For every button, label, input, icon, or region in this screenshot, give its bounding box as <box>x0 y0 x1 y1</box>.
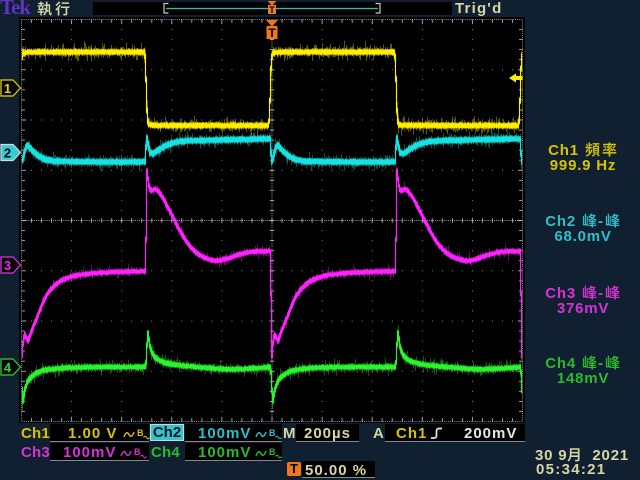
ch2-coupling-icon <box>255 427 268 445</box>
measurement-name: - <box>581 213 621 230</box>
measurement-value: 148mV <box>556 369 610 387</box>
channel-ground-markers: 1 2 3 4 <box>0 79 22 376</box>
ch4-scale-value: 100mV <box>198 444 252 461</box>
ch2-bandwidth-icon: B <box>269 427 282 445</box>
svg-text:3: 3 <box>4 258 11 273</box>
cjk-glyph <box>585 142 600 157</box>
ch3-readout-label[interactable]: Ch3 <box>21 444 50 461</box>
trigger-mode-label: A <box>373 425 385 442</box>
trigger-status: Trig'd <box>455 0 503 17</box>
ch4-coupling-icon <box>255 446 268 464</box>
ch3-ground-marker[interactable]: 3 <box>0 256 22 274</box>
ch3-coupling-icon <box>120 446 133 464</box>
ch1-scale-value: 1.00 V <box>68 425 118 442</box>
trigger-level-arrow[interactable] <box>509 73 523 83</box>
measurement-ch4-peak-to-peak: Ch4 - 148mV <box>527 355 639 386</box>
cjk-glyph <box>582 213 597 228</box>
timebase-box: 200µs <box>296 424 359 442</box>
cjk-glyph <box>605 355 620 370</box>
ch3-scale-value: 100mV <box>63 444 117 461</box>
measurement-label: Ch3 - <box>527 285 639 301</box>
measurement-ch2-peak-to-peak: Ch2 - 68.0mV <box>527 213 639 244</box>
measurement-label: Ch1 <box>527 142 639 158</box>
tek-logo: Tek <box>0 0 31 19</box>
measurement-source: Ch1 <box>548 141 579 159</box>
ch1-ground-marker[interactable]: 1 <box>0 79 22 97</box>
measurement-ch1-frequency: Ch1 999.9 Hz <box>527 142 639 173</box>
timebase-label: M <box>283 425 297 442</box>
trigger-position-icon: T <box>287 462 301 476</box>
svg-text:B: B <box>269 447 276 457</box>
measurement-value: 999.9 Hz <box>549 156 617 174</box>
trace-ch2 <box>21 135 523 165</box>
measurement-label: Ch2 - <box>527 213 639 229</box>
ch4-ground-marker[interactable]: 4 <box>0 358 22 376</box>
ch4-bandwidth-icon: B <box>269 446 282 464</box>
trigger-position-box: 50.00 % <box>302 461 375 478</box>
trace-ch4 <box>21 330 523 404</box>
waveform-traces <box>21 40 523 411</box>
svg-text:B: B <box>134 447 141 457</box>
svg-text:T: T <box>268 26 276 40</box>
ch2-scale-value: 100mV <box>198 425 252 442</box>
trigger-position-value: 50.00 % <box>305 462 368 479</box>
cjk-glyph <box>55 1 70 16</box>
measurement-name <box>584 142 618 159</box>
cjk-glyph <box>582 285 597 300</box>
cjk-glyph <box>567 448 580 462</box>
cjk-glyph <box>602 142 617 157</box>
measurement-value: 68.0mV <box>554 227 612 245</box>
ch3-scale-box: 100mV B <box>50 443 149 461</box>
trigger-level-value: 200mV <box>464 425 518 442</box>
ch2-scale-box: 100mV B <box>185 424 282 442</box>
date-display: 30 9 2021 <box>535 446 629 464</box>
timebase-value: 200µs <box>304 425 352 442</box>
acquisition-status <box>36 1 72 17</box>
measurement-name: - <box>581 355 621 372</box>
ch1-coupling-icon <box>123 427 136 445</box>
svg-text:4: 4 <box>4 360 12 375</box>
ch1-readout-label[interactable]: Ch1 <box>21 425 50 442</box>
ch2-ground-marker[interactable]: 2 <box>0 143 22 162</box>
svg-text:2: 2 <box>4 146 11 161</box>
time-display: 05:34:21 <box>536 461 607 478</box>
measurement-source: Ch3 <box>545 284 576 302</box>
trigger-position-marker[interactable]: T <box>266 20 278 40</box>
trigger-source: Ch1 <box>396 425 428 442</box>
measurement-source: Ch4 <box>545 354 576 372</box>
svg-text:1: 1 <box>4 81 11 96</box>
rising-edge-icon <box>429 426 445 445</box>
cjk-glyph <box>605 285 620 300</box>
measurement-ch3-peak-to-peak: Ch3 - 376mV <box>527 285 639 316</box>
measurement-source: Ch2 <box>545 212 576 230</box>
cjk-glyph <box>582 355 597 370</box>
record-view-contents: T <box>163 1 381 15</box>
svg-text:T: T <box>269 5 275 15</box>
ch3-bandwidth-icon: B <box>134 446 147 464</box>
measurement-value: 376mV <box>556 299 610 317</box>
ch1-bandwidth-icon: B <box>137 427 150 445</box>
ch4-readout-label[interactable]: Ch4 <box>151 444 180 461</box>
cjk-glyph <box>37 1 52 16</box>
svg-text:B: B <box>137 428 144 438</box>
ch2-readout-label[interactable]: Ch2 <box>150 424 184 441</box>
cjk-glyph <box>605 213 620 228</box>
measurement-name: - <box>581 285 621 302</box>
ch4-scale-box: 100mV B <box>185 443 282 461</box>
svg-text:B: B <box>269 428 276 438</box>
ch1-scale-box: 1.00 V B <box>50 424 150 445</box>
trace-ch3 <box>21 169 523 359</box>
measurement-label: Ch4 - <box>527 355 639 371</box>
trace-ch1 <box>21 49 523 129</box>
trigger-readout-box: Ch1 200mV <box>385 424 525 442</box>
